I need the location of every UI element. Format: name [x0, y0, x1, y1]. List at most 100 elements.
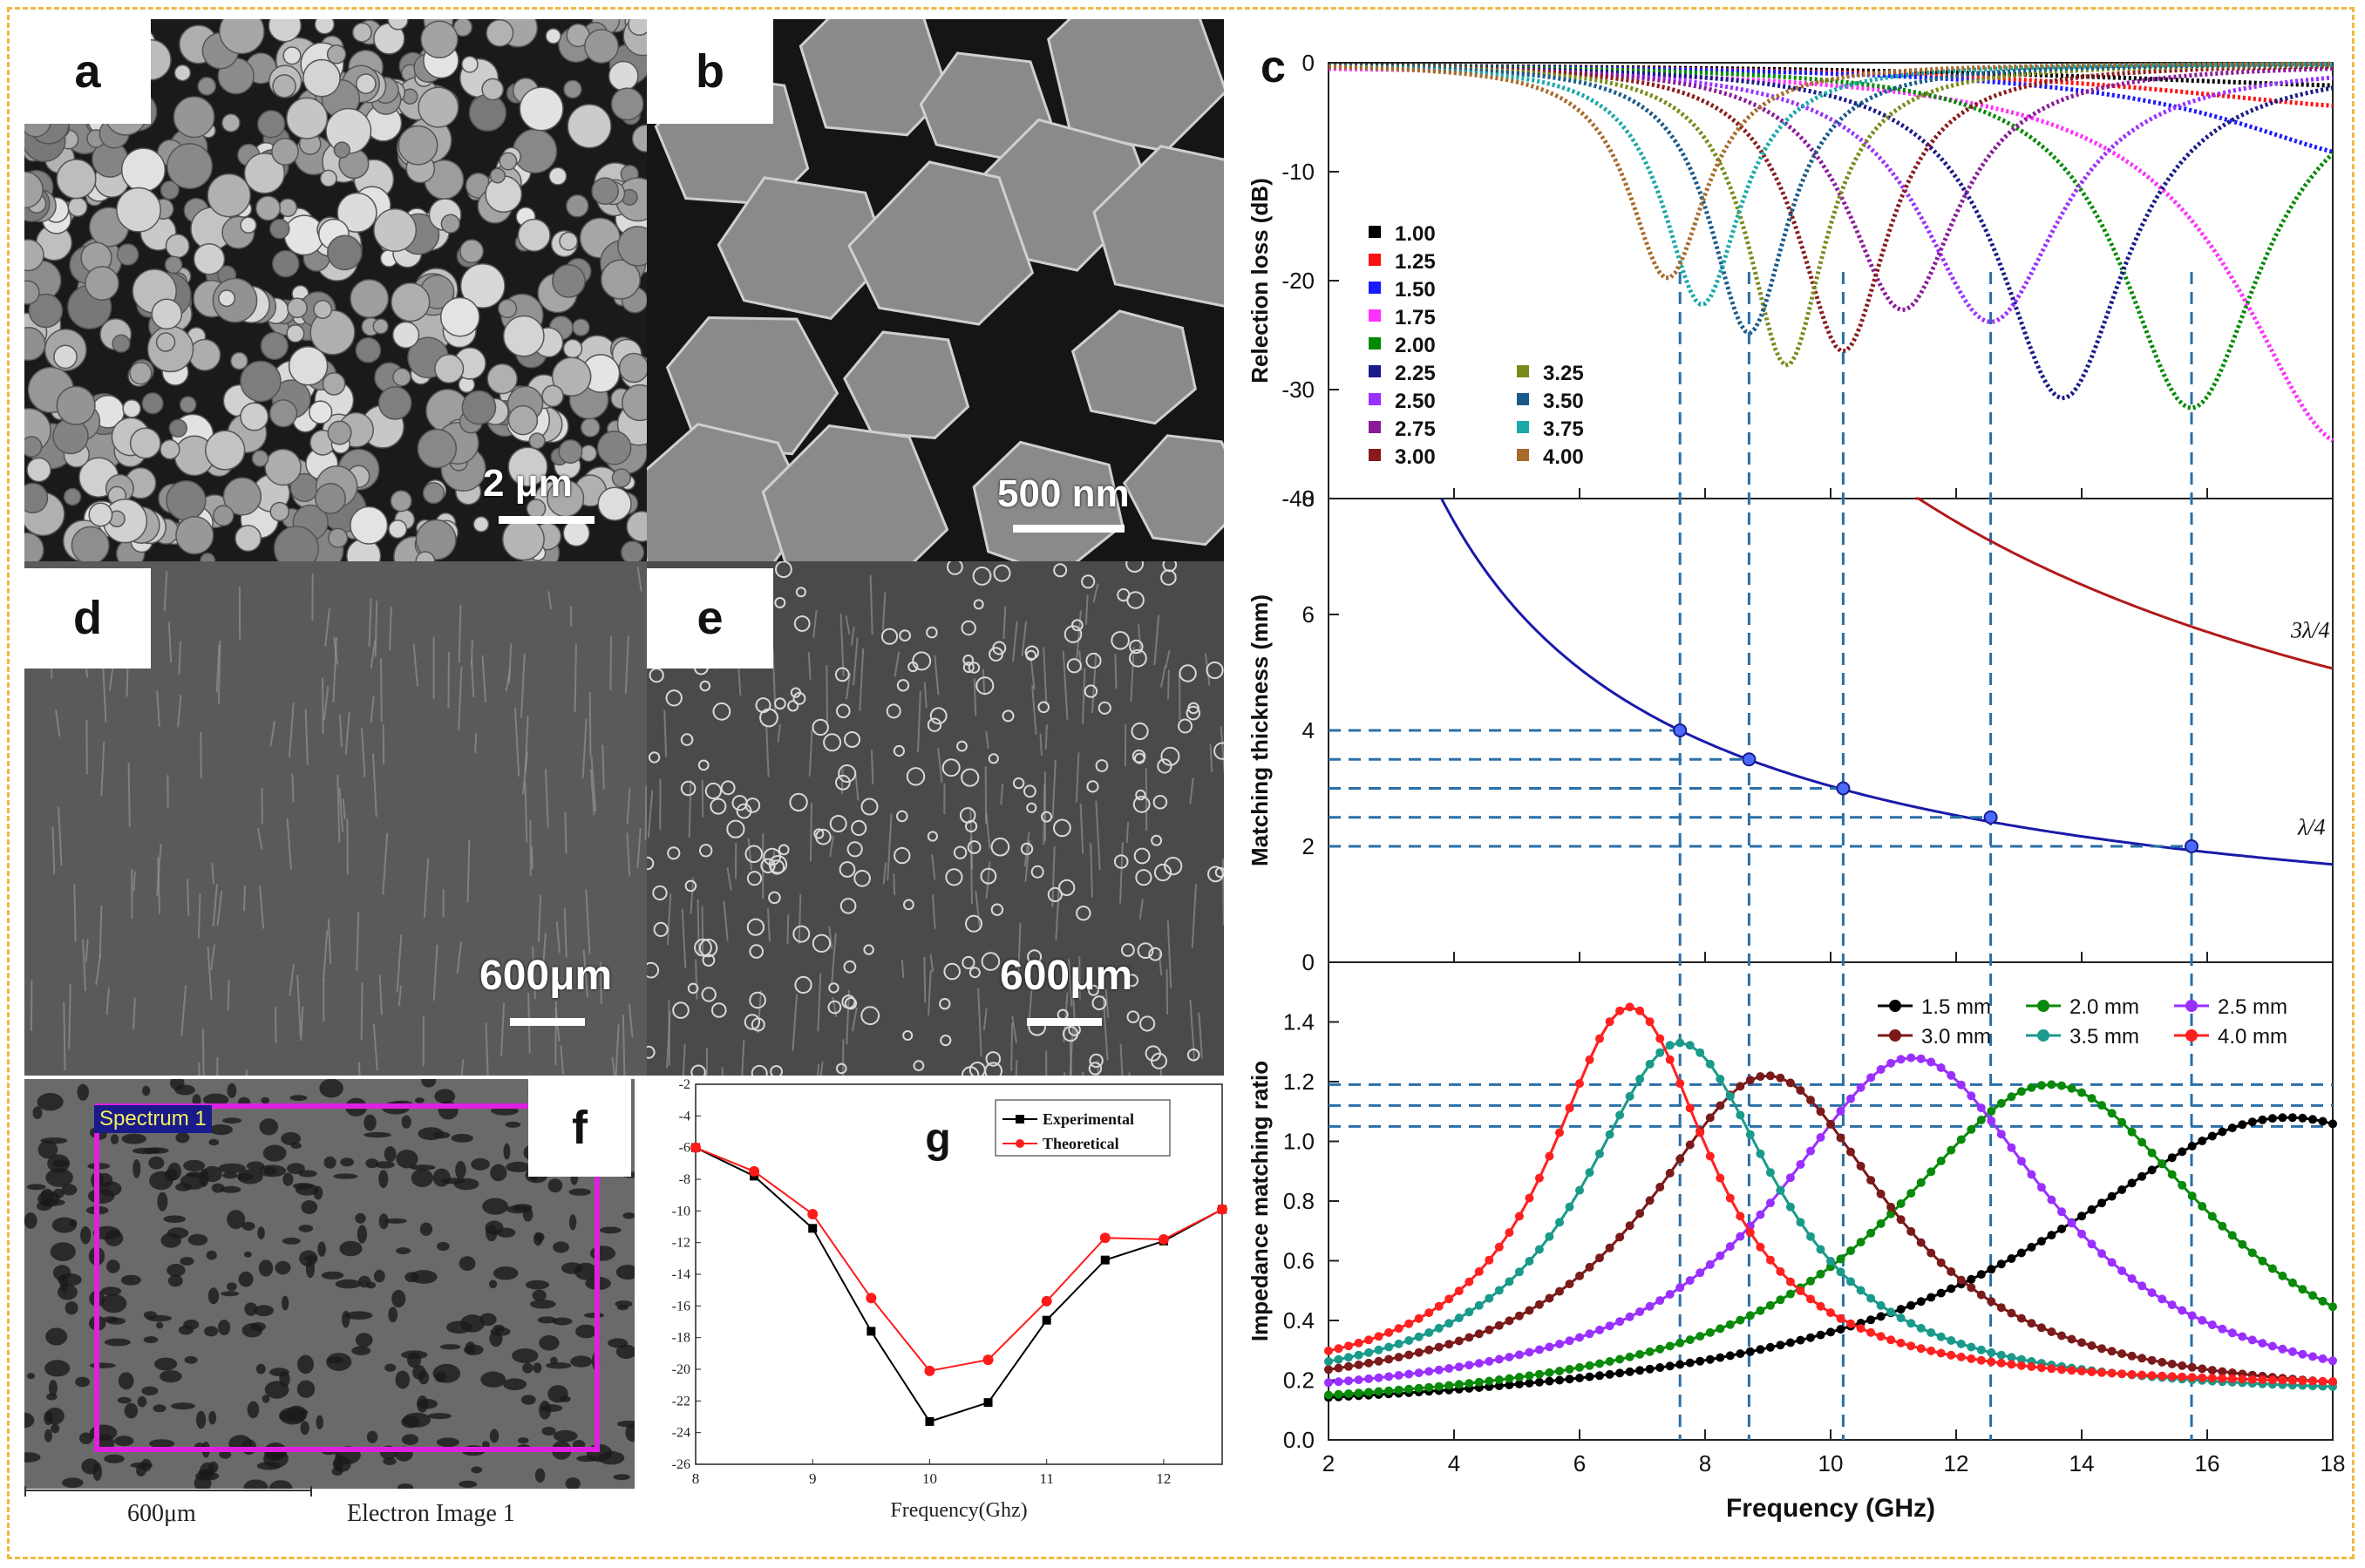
impedance-point [1354, 1388, 1363, 1398]
impedance-point [1976, 1290, 1986, 1300]
c-mid-y-tick-label: 4 [1302, 717, 1315, 743]
crystal-particle [269, 218, 290, 240]
impedance-point [2207, 1212, 2217, 1221]
porous-cavity [78, 1432, 93, 1444]
crystal-particle [24, 171, 44, 209]
impedance-point [2218, 1221, 2227, 1231]
surface-pore [1214, 866, 1224, 878]
porous-cavity [512, 1348, 539, 1363]
crystal-particle [221, 113, 241, 132]
panel-d-texture [243, 886, 246, 912]
panel-d-texture [460, 1059, 465, 1076]
impedance-point [1595, 1325, 1604, 1334]
rl-legend-label: 3.75 [1543, 417, 1584, 441]
panel-e-texture [819, 1062, 824, 1076]
panel-d-texture [163, 571, 168, 612]
surface-pore [899, 629, 912, 641]
crystal-particle [286, 97, 329, 139]
porous-cavity [344, 1311, 373, 1320]
g-x-tick-label: 8 [692, 1470, 700, 1487]
surface-pore [778, 844, 790, 856]
crystal-particle [240, 402, 269, 431]
crystal-particle [485, 175, 523, 214]
crystal-particle [611, 468, 631, 488]
selection-rectangle[interactable] [94, 1103, 600, 1452]
crystal-particle [24, 280, 40, 305]
crystal-particle [288, 346, 329, 386]
g-point-theoretical [807, 1208, 819, 1219]
porous-cavity [258, 1259, 274, 1277]
surface-pore [1087, 984, 1099, 996]
g-legend-box [995, 1099, 1171, 1157]
impedance-point [2328, 1356, 2337, 1366]
panel-f-caption-text: Electron Image 1 [347, 1500, 515, 1527]
crystal-particle [580, 417, 601, 438]
impedance-point [1936, 1348, 1946, 1358]
porous-cavity [401, 1115, 411, 1129]
impedance-point [1575, 1271, 1584, 1280]
impedance-point [1716, 1251, 1725, 1260]
panel-e-texture [1090, 843, 1093, 898]
c-top-y-tick-label: -40 [1281, 485, 1315, 512]
imp-legend-label: 3.0 mm [1921, 1025, 1991, 1049]
porous-cavity [546, 1362, 572, 1369]
panel-e-texture [1104, 988, 1110, 1018]
impedance-point [2047, 1231, 2056, 1240]
panel-d-texture [505, 669, 511, 691]
panel-e-texture [845, 615, 851, 635]
panel-e-texture [1078, 956, 1081, 1000]
porous-cavity [202, 1165, 222, 1183]
crystal-particle [151, 298, 183, 330]
impedance-point [1605, 1130, 1614, 1139]
impedance-point [2227, 1123, 2237, 1133]
impedance-point [1625, 1091, 1634, 1101]
impedance-point [2158, 1357, 2167, 1367]
thickness-curve [1440, 498, 2334, 866]
c-x-tick-label: 8 [1699, 1450, 1711, 1476]
panel-e-texture [817, 973, 822, 1032]
panel-e-texture [1191, 884, 1198, 948]
crystal-particle [116, 187, 161, 233]
crystal-particle [545, 28, 561, 44]
panel-d-texture [342, 798, 346, 820]
impedance-point [1665, 1341, 1675, 1351]
panel-d-texture [105, 987, 110, 1015]
panel-e-texture [882, 862, 887, 885]
impedance-point [1545, 1368, 1554, 1377]
panel-d-texture [187, 879, 190, 916]
panel-d-texture [178, 641, 182, 675]
porous-cavity [357, 1225, 367, 1244]
surface-pore [1064, 625, 1083, 643]
porous-cavity [227, 1282, 237, 1292]
impedance-point [1334, 1389, 1343, 1399]
panel-d-texture [133, 997, 136, 1029]
porous-cavity [259, 1118, 279, 1136]
panel-e-texture [1011, 1015, 1017, 1043]
porous-cavity [183, 1159, 206, 1171]
panel-a-label: a [24, 19, 151, 124]
crystal-particle [273, 526, 320, 561]
impedance-point [1987, 1297, 1996, 1307]
panel-e-texture [681, 908, 687, 968]
octahedral-crystal [847, 160, 1035, 326]
impedance-point [1806, 1146, 1815, 1156]
porous-cavity [44, 1429, 52, 1442]
impedance-point [1846, 1277, 1855, 1286]
impedance-point [1545, 1293, 1554, 1303]
panel-d-texture [215, 645, 221, 693]
porous-cavity [599, 1226, 622, 1234]
crystal-particle [499, 152, 518, 171]
panel-d-texture [85, 939, 89, 962]
impedance-point [1796, 1160, 1805, 1169]
porous-cavity [489, 1429, 500, 1443]
porous-cavity [153, 1404, 167, 1413]
surface-pore [1151, 834, 1163, 846]
panel-d-texture [361, 727, 366, 777]
panel-d-texture [555, 921, 561, 954]
porous-cavity [121, 1133, 146, 1144]
crystal-particle [459, 263, 506, 309]
porous-cavity [427, 1413, 452, 1420]
surface-pore [961, 620, 976, 636]
impedance-point [1635, 1366, 1645, 1375]
impedance-point [1555, 1286, 1564, 1296]
